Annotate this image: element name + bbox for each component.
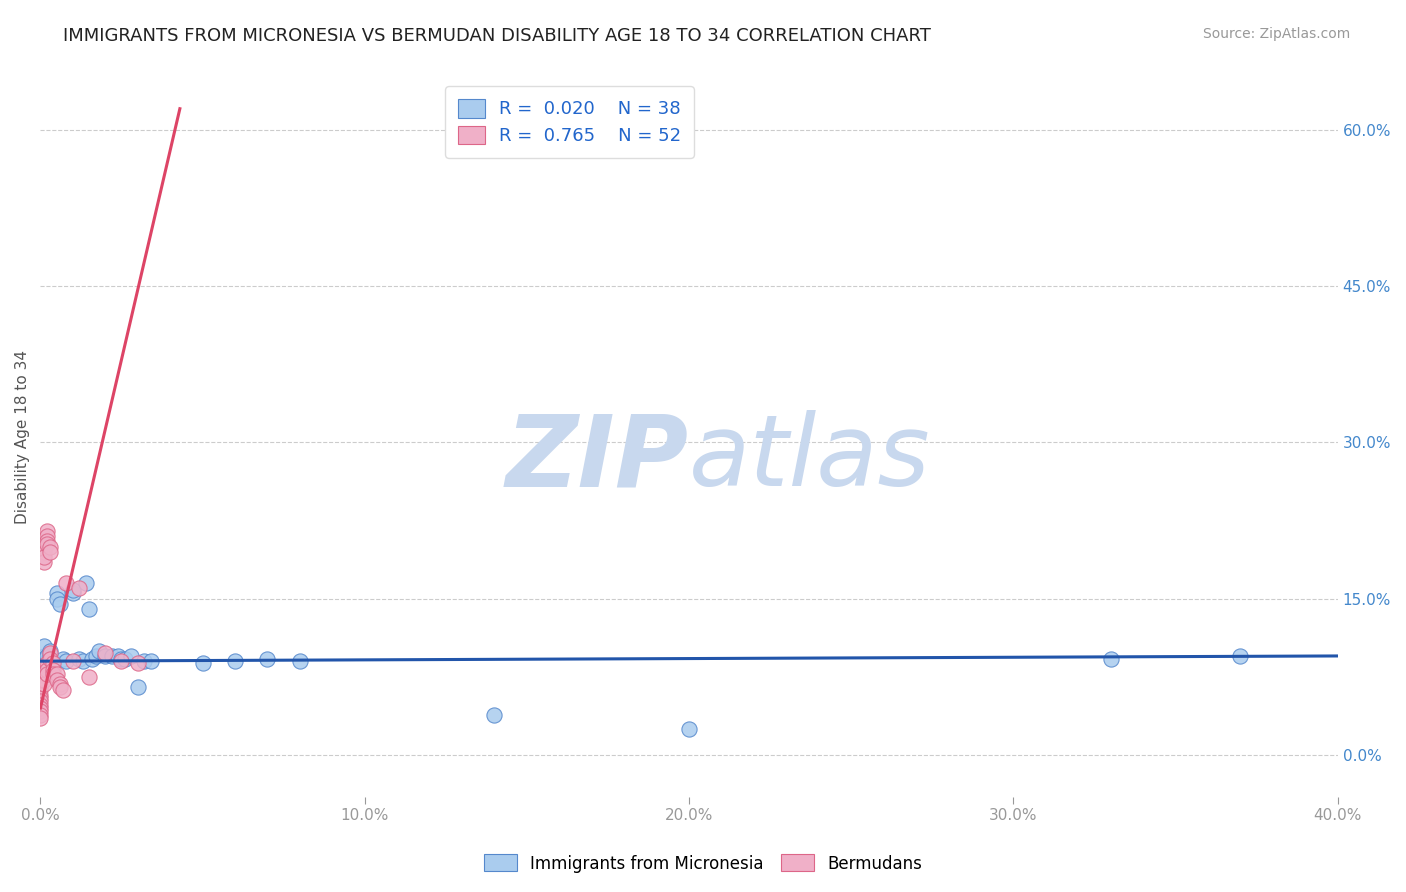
Point	[107, 648, 129, 663]
Point	[114, 652, 136, 666]
Point	[42, 654, 65, 668]
Point	[32, 541, 55, 556]
Point	[32, 534, 55, 549]
Point	[30, 673, 52, 687]
Point	[32, 666, 55, 681]
Point	[67, 652, 90, 666]
Point	[127, 680, 149, 694]
Point	[39, 540, 62, 554]
Text: Source: ZipAtlas.com: Source: ZipAtlas.com	[1202, 27, 1350, 41]
Point	[32, 540, 55, 554]
Point	[32, 673, 55, 687]
Point	[35, 534, 58, 549]
Point	[30, 694, 52, 708]
Point	[30, 677, 52, 691]
Point	[55, 576, 77, 591]
Text: ZIP: ZIP	[506, 410, 689, 508]
Point	[94, 648, 117, 663]
Text: IMMIGRANTS FROM MICRONESIA VS BERMUDAN DISABILITY AGE 18 TO 34 CORRELATION CHART: IMMIGRANTS FROM MICRONESIA VS BERMUDAN D…	[63, 27, 931, 45]
Point	[35, 666, 58, 681]
Point	[32, 639, 55, 653]
Point	[32, 659, 55, 673]
Text: atlas: atlas	[689, 410, 931, 508]
Point	[1099, 652, 1122, 666]
Point	[45, 586, 67, 600]
Point	[67, 581, 90, 595]
Legend: R =  0.020    N = 38, R =  0.765    N = 52: R = 0.020 N = 38, R = 0.765 N = 52	[446, 87, 695, 158]
Point	[678, 722, 700, 736]
Point	[35, 657, 58, 671]
Point	[77, 670, 100, 684]
Point	[35, 529, 58, 543]
Point	[134, 654, 156, 668]
Point	[110, 654, 132, 668]
Point	[94, 646, 117, 660]
Legend: Immigrants from Micronesia, Bermudans: Immigrants from Micronesia, Bermudans	[477, 847, 929, 880]
Point	[45, 673, 67, 687]
Point	[30, 688, 52, 702]
Point	[1229, 648, 1251, 663]
Point	[55, 654, 77, 668]
Point	[110, 652, 132, 666]
Point	[30, 704, 52, 718]
Point	[75, 576, 97, 591]
Point	[30, 663, 52, 677]
Point	[32, 555, 55, 569]
Point	[139, 654, 162, 668]
Point	[49, 680, 72, 694]
Point	[32, 663, 55, 677]
Point	[72, 654, 94, 668]
Point	[256, 652, 278, 666]
Point	[82, 652, 104, 666]
Point	[30, 708, 52, 723]
Point	[288, 654, 311, 668]
Point	[120, 648, 142, 663]
Point	[30, 701, 52, 715]
Point	[42, 657, 65, 671]
Point	[49, 597, 72, 611]
Point	[39, 652, 62, 666]
Point	[39, 648, 62, 663]
Point	[87, 644, 110, 658]
Point	[30, 666, 52, 681]
Point	[30, 671, 52, 685]
Point	[32, 677, 55, 691]
Point	[62, 654, 84, 668]
Point	[42, 666, 65, 681]
Point	[127, 657, 149, 671]
Point	[62, 586, 84, 600]
Point	[39, 545, 62, 559]
Point	[35, 663, 58, 677]
Point	[100, 648, 122, 663]
Point	[45, 666, 67, 681]
Y-axis label: Disability Age 18 to 34: Disability Age 18 to 34	[15, 350, 30, 524]
Point	[30, 680, 52, 694]
Point	[35, 537, 58, 551]
Point	[32, 545, 55, 559]
Point	[35, 654, 58, 668]
Point	[191, 657, 214, 671]
Point	[35, 648, 58, 663]
Point	[484, 708, 506, 723]
Point	[30, 683, 52, 698]
Point	[45, 591, 67, 606]
Point	[77, 602, 100, 616]
Point	[30, 698, 52, 712]
Point	[224, 654, 246, 668]
Point	[32, 549, 55, 564]
Point	[39, 646, 62, 660]
Point	[62, 583, 84, 598]
Point	[42, 663, 65, 677]
Point	[39, 644, 62, 658]
Point	[49, 677, 72, 691]
Point	[30, 690, 52, 705]
Point	[84, 648, 107, 663]
Point	[52, 652, 75, 666]
Point	[35, 524, 58, 538]
Point	[30, 711, 52, 725]
Point	[32, 648, 55, 663]
Point	[52, 683, 75, 698]
